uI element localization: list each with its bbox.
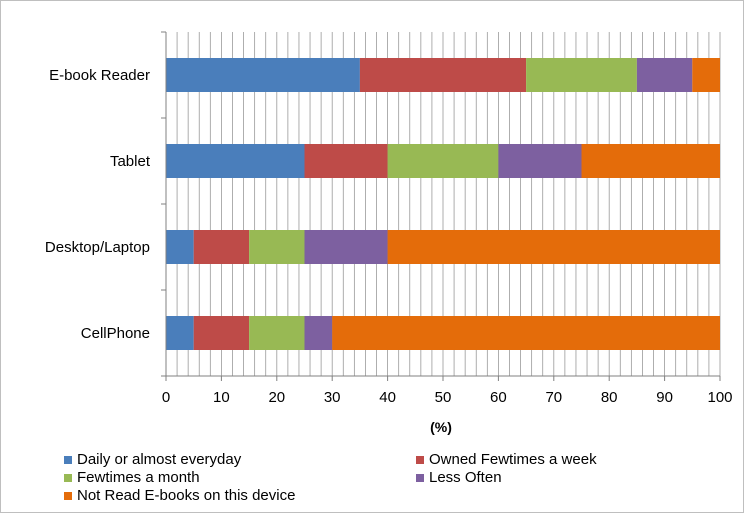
bar-segment (193, 230, 250, 264)
bar-segment (692, 58, 720, 92)
x-tick-label: 60 (490, 389, 507, 406)
category-label: CellPhone (81, 325, 150, 342)
category-label: Tablet (110, 153, 151, 170)
x-tick-label: 20 (268, 389, 285, 406)
x-tick-label: 80 (601, 389, 618, 406)
bar-segment (387, 230, 720, 264)
bar-segment (166, 58, 360, 92)
x-tick-label: 0 (162, 389, 170, 406)
x-tick-label: 40 (379, 389, 396, 406)
x-tick-label: 10 (213, 389, 230, 406)
bar-segment (359, 58, 527, 92)
bar-segment (526, 58, 637, 92)
bars (166, 58, 720, 350)
bar-segment (166, 230, 194, 264)
x-axis-label: (%) (430, 419, 452, 435)
bar-segment (249, 316, 305, 350)
bar-segment (166, 316, 194, 350)
bar-segment (636, 58, 693, 92)
bar-segment (581, 144, 720, 178)
x-tick-label: 50 (435, 389, 452, 406)
bar-segment (193, 316, 250, 350)
bar-segment (387, 144, 499, 178)
bar-segment (332, 316, 720, 350)
x-tick-label: 70 (545, 389, 562, 406)
category-labels: E-book Reader Tablet Desktop/Laptop CellPho… (45, 67, 151, 342)
x-tick-label: 100 (707, 389, 732, 406)
axes (161, 31, 721, 381)
x-tick-label: 90 (656, 389, 673, 406)
bar-segment (304, 230, 388, 264)
bar-segment (304, 144, 388, 178)
bar-segment (498, 144, 582, 178)
category-label: Desktop/Laptop (45, 239, 150, 256)
x-tick-labels: 0 10 20 30 40 50 60 70 80 90 100 (162, 389, 733, 406)
bar-segment (304, 316, 333, 350)
bar-segment (249, 230, 305, 264)
bar-segment (166, 144, 305, 178)
category-label: E-book Reader (49, 67, 150, 84)
x-tick-label: 30 (324, 389, 341, 406)
